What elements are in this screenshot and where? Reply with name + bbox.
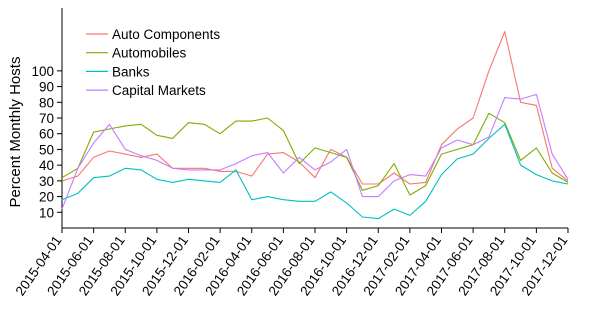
series-line-automobiles bbox=[61, 112, 569, 196]
y-tick-label: 30 bbox=[39, 174, 54, 189]
y-tick-label: 80 bbox=[39, 95, 54, 110]
y-tick-label: 70 bbox=[39, 111, 54, 126]
series-layer bbox=[61, 31, 569, 220]
series-line-auto-components bbox=[61, 31, 569, 185]
legend: Auto Components Automobiles Banks Capital M… bbox=[86, 27, 220, 98]
legend-label: Capital Markets bbox=[112, 83, 206, 98]
legend-label: Auto Components bbox=[112, 27, 220, 42]
x-axis: 2015-04-012015-06-012015-08-012015-10-01… bbox=[13, 227, 570, 298]
series-line-banks bbox=[61, 123, 569, 220]
y-tick-label: 10 bbox=[39, 205, 54, 220]
y-tick-label: 50 bbox=[39, 142, 54, 157]
y-tick-label: 40 bbox=[39, 158, 54, 173]
y-tick-label: 100 bbox=[31, 64, 54, 79]
legend-label: Banks bbox=[112, 64, 150, 79]
y-axis-title: Percent Monthly Hosts bbox=[7, 57, 24, 208]
legend-label: Automobiles bbox=[112, 46, 187, 61]
y-tick-label: 20 bbox=[39, 190, 54, 205]
y-tick-label: 90 bbox=[39, 80, 54, 95]
y-tick-label: 60 bbox=[39, 127, 54, 142]
series-line-capital-markets bbox=[61, 93, 569, 210]
